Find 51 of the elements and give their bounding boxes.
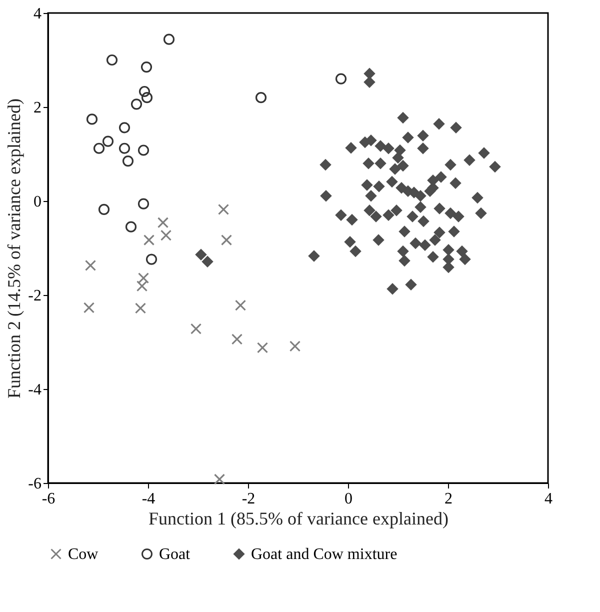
point (136, 280, 148, 292)
point (234, 300, 246, 311)
x-tick-label: -2 (242, 490, 256, 508)
point (86, 114, 98, 125)
point (134, 302, 146, 314)
point (122, 156, 134, 167)
point (118, 142, 130, 154)
point (125, 221, 137, 232)
point (143, 234, 155, 246)
point (214, 474, 226, 485)
x-tick-label: 0 (344, 490, 352, 508)
point (231, 334, 243, 345)
point (138, 86, 150, 98)
x-tick-label: 4 (544, 490, 552, 508)
point (138, 272, 150, 284)
point (83, 302, 95, 314)
point (138, 198, 150, 210)
point (130, 98, 142, 110)
point (255, 92, 267, 104)
point (141, 92, 153, 104)
x-tick-label: -4 (142, 490, 156, 508)
legend-label: Goat and Cow mixture (251, 546, 398, 563)
point (163, 34, 175, 45)
point (218, 204, 230, 216)
point (146, 254, 158, 265)
y-tick-label: 2 (34, 100, 42, 116)
point (106, 54, 118, 66)
point (256, 342, 268, 354)
legend-label: Goat (159, 546, 191, 563)
y-tick-label: -2 (28, 288, 42, 304)
point (220, 234, 232, 246)
point (98, 204, 110, 215)
y-tick-label: 0 (34, 194, 42, 210)
point (190, 323, 202, 334)
point (289, 340, 301, 352)
point (138, 144, 150, 156)
point (160, 230, 172, 241)
point (84, 260, 96, 271)
point (93, 142, 105, 154)
y-axis-title: Function 2 (14.5% of variance explained) (4, 98, 24, 398)
point (335, 73, 347, 84)
legend-label: Cow (68, 546, 99, 563)
y-tick-label: -4 (28, 382, 42, 398)
point (157, 217, 169, 228)
y-tick-label: 4 (34, 6, 42, 22)
point (118, 122, 130, 134)
x-tick-label: 2 (444, 490, 452, 508)
point (140, 62, 152, 73)
y-tick-label: -6 (28, 476, 42, 492)
point (102, 136, 114, 147)
x-axis-title: Function 1 (85.5% of variance explained) (148, 508, 448, 528)
